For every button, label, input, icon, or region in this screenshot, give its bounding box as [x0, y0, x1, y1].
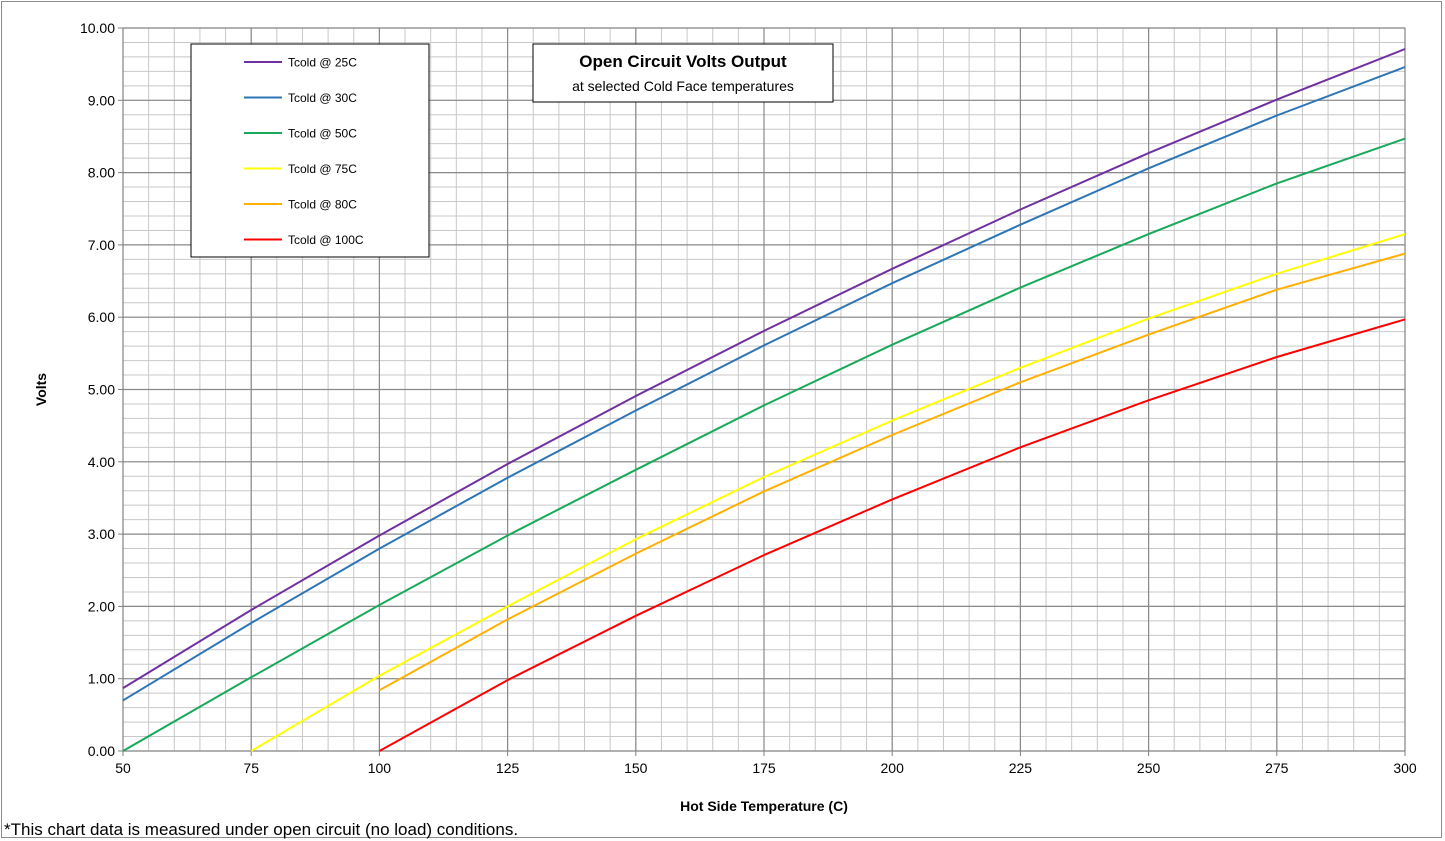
series-line-5 [378, 252, 1406, 692]
y-tick-label: 6.00 [88, 309, 115, 325]
x-tick-label: 100 [368, 760, 392, 776]
y-tick-label: 9.00 [88, 92, 115, 108]
chart-subtitle: at selected Cold Face temperatures [572, 78, 794, 94]
x-tick-label: 175 [752, 760, 776, 776]
x-tick-label: 300 [1393, 760, 1417, 776]
legend-label: Tcold @ 50C [288, 127, 357, 141]
x-axis-ticks: 50 75 100 125 150 175 200 225 250 275 300 [115, 751, 1417, 776]
chart-footnote: *This chart data is measured under open … [4, 820, 519, 839]
x-axis-title: Hot Side Temperature (C) [680, 798, 848, 814]
x-tick-label: 250 [1137, 760, 1161, 776]
y-tick-label: 2.00 [88, 598, 115, 614]
x-tick-label: 125 [496, 760, 520, 776]
series-line-6 [378, 318, 1406, 752]
title-box: Open Circuit Volts Output at selected Col… [532, 43, 834, 103]
y-tick-label: 4.00 [88, 454, 115, 470]
x-tick-label: 75 [243, 760, 259, 776]
series-line-2 [122, 66, 1406, 702]
series-line-1 [122, 48, 1406, 689]
y-axis-ticks: 0.00 1.00 2.00 3.00 4.00 5.00 6.00 7.00 8.00 9.00… [80, 20, 123, 759]
x-tick-label: 50 [115, 760, 131, 776]
chart-title: Open Circuit Volts Output [579, 52, 787, 71]
legend-label: Tcold @ 30C [288, 91, 357, 105]
y-tick-label: 10.00 [80, 20, 115, 36]
y-tick-label: 8.00 [88, 165, 115, 181]
y-tick-label: 5.00 [88, 382, 115, 398]
x-tick-label: 275 [1265, 760, 1289, 776]
series-line-4 [250, 233, 1406, 752]
x-tick-label: 150 [624, 760, 648, 776]
title-box-frame [532, 43, 834, 103]
legend-box [190, 43, 430, 258]
series-line-3 [122, 137, 1406, 752]
y-tick-label: 0.00 [88, 743, 115, 759]
legend: Tcold @ 25C Tcold @ 30C Tcold @ 50C Tcold @… [190, 43, 430, 258]
x-tick-label: 200 [881, 760, 905, 776]
x-tick-label: 225 [1009, 760, 1033, 776]
legend-label: Tcold @ 100C [288, 233, 364, 247]
y-axis-title: Volts [33, 373, 49, 406]
legend-label: Tcold @ 80C [288, 198, 357, 212]
y-tick-label: 1.00 [88, 671, 115, 687]
legend-label: Tcold @ 75C [288, 162, 357, 176]
y-tick-label: 7.00 [88, 237, 115, 253]
legend-label: Tcold @ 25C [288, 56, 357, 70]
y-tick-label: 3.00 [88, 526, 115, 542]
